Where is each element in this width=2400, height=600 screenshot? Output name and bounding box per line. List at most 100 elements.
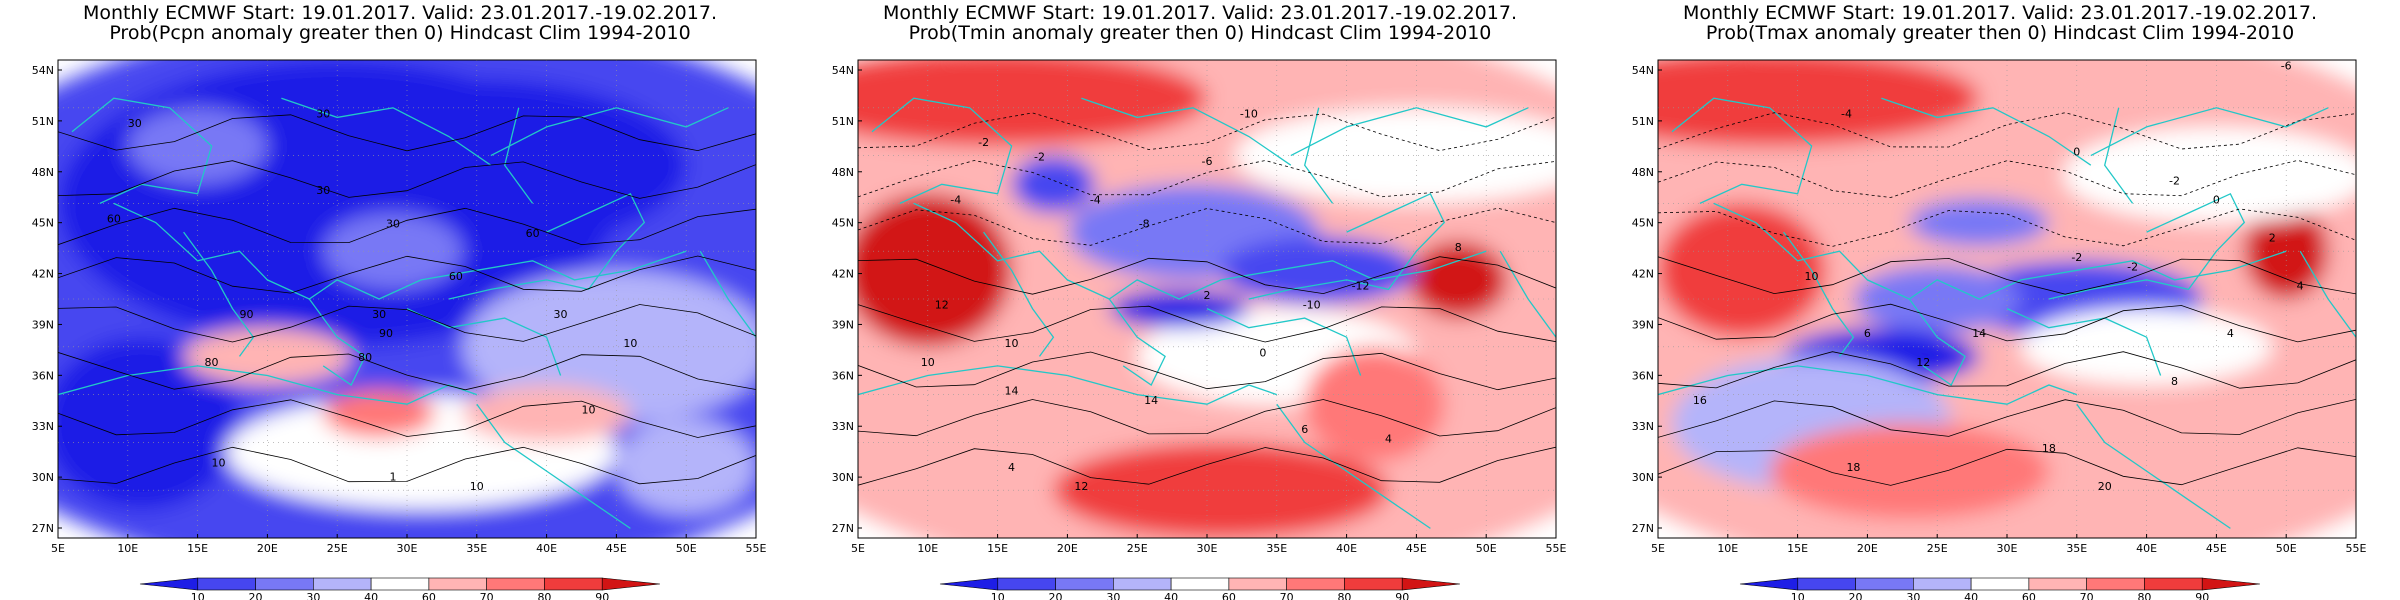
coastline xyxy=(1499,250,1556,338)
contour-label: 90 xyxy=(379,327,393,340)
colorbar-label: 20 xyxy=(1049,591,1063,600)
colorbar-label: 80 xyxy=(537,591,551,600)
anomaly-area xyxy=(1304,346,1445,462)
coastline xyxy=(699,250,756,338)
anomaly-area xyxy=(1769,423,2049,519)
contour-label: -8 xyxy=(1139,217,1150,230)
anomaly-area xyxy=(1909,198,2049,247)
contour-label: -2 xyxy=(2071,251,2082,264)
contour-label: 60 xyxy=(526,227,540,240)
colorbar: 10 20 30 40 60 70 80 90 xyxy=(1739,577,2261,600)
map-plot-area: -2 -4 -6 -10 -8 -4 -2 2 0 12 10 14 14 6 4 -10 -12 8 4 12 10 xyxy=(858,60,1556,538)
colorbar-label: 40 xyxy=(364,591,378,600)
contour-line xyxy=(858,446,1556,486)
colorbar-segment xyxy=(428,577,487,591)
contour-line xyxy=(58,114,756,152)
panel-title-line2: Prob(Pcpn anomaly greater then 0) Hindca… xyxy=(109,22,691,44)
anomaly-area xyxy=(323,389,435,438)
contour-label: 10 xyxy=(581,404,595,417)
contour-label: 10 xyxy=(1805,270,1819,283)
contour-label: -4 xyxy=(950,193,961,206)
longitude-label: 20E xyxy=(1857,542,1878,555)
colorbar-segment xyxy=(544,577,603,591)
contour-line xyxy=(1658,447,2356,486)
contour-label: 16 xyxy=(1693,394,1707,407)
anomaly-area xyxy=(1011,155,1096,213)
colorbar-segment xyxy=(2201,577,2261,591)
coastline xyxy=(58,365,478,405)
anomaly-shading xyxy=(1658,60,2356,538)
longitude-label: 25E xyxy=(1127,542,1148,555)
coastline xyxy=(281,97,492,166)
contour-label: 90 xyxy=(239,308,253,321)
latitude-label: 27N xyxy=(32,522,54,535)
colorbar-segment xyxy=(486,577,545,591)
colorbar-segment xyxy=(2028,577,2087,591)
contour-label: 14 xyxy=(1972,327,1986,340)
latitude-label: 39N xyxy=(832,318,854,331)
colorbar-segment xyxy=(2086,577,2145,591)
longitude-label: 35E xyxy=(1266,542,1287,555)
coastline xyxy=(983,231,1055,357)
contour-label: 30 xyxy=(386,217,400,230)
precipitation-probability-map: 30 30 30 30 60 60 60 30 30 90 80 80 90 10 10 10 10 1 54N 51… xyxy=(32,59,767,600)
coastline xyxy=(1881,97,2092,166)
coastline xyxy=(1248,192,1446,300)
coastline xyxy=(1658,365,2078,405)
coastline xyxy=(1671,97,1813,204)
longitude-label: 40E xyxy=(2136,542,2157,555)
latitude-label: 54N xyxy=(1632,64,1654,77)
tmin-probability-map: -2-4-6-10-8-4-2201210141464-10-128412105… xyxy=(832,59,1567,600)
contour-label: 8 xyxy=(2171,375,2178,388)
contour-label: 14 xyxy=(1005,385,1019,398)
anomaly-area xyxy=(183,327,352,386)
latitude-label: 30N xyxy=(832,471,854,484)
colorbar-label: 10 xyxy=(991,591,1005,600)
colorbar-label: 10 xyxy=(191,591,205,600)
coastline xyxy=(476,403,631,529)
contour-label: -6 xyxy=(2281,60,2292,73)
colorbar-segment xyxy=(313,577,372,591)
contour-label: 12 xyxy=(935,299,949,312)
coastline xyxy=(448,192,646,300)
colorbar-segment xyxy=(139,577,199,591)
contour-line xyxy=(58,255,756,294)
longitude-label: 15E xyxy=(1787,542,1808,555)
panel-tmax: Monthly ECMWF Start: 19.01.2017. Valid: … xyxy=(1600,0,2400,600)
contour-line xyxy=(858,399,1556,437)
colorbar-label: 30 xyxy=(1106,591,1120,600)
latitude-label: 42N xyxy=(832,268,854,281)
colorbar-segment xyxy=(1228,577,1287,591)
coastline xyxy=(913,202,1487,300)
longitude-label: 30E xyxy=(397,542,418,555)
latitude-label: 45N xyxy=(832,217,854,230)
coastline xyxy=(308,298,366,386)
longitude-label: 50E xyxy=(2276,542,2297,555)
latitude-label: 30N xyxy=(32,471,54,484)
contour-line xyxy=(858,351,1556,391)
colorbar-label: 20 xyxy=(249,591,263,600)
coastline xyxy=(2076,403,2231,529)
coastline xyxy=(71,97,213,204)
contour-label: 10 xyxy=(470,480,484,493)
latitude-label: 36N xyxy=(1632,369,1654,382)
colorbar-segment xyxy=(1855,577,1914,591)
anomaly-area xyxy=(1053,442,1389,538)
latitude-label: 51N xyxy=(832,115,854,128)
panel-title-line1: Monthly ECMWF Start: 19.01.2017. Valid: … xyxy=(1683,2,2317,24)
contour-label: -2 xyxy=(1034,150,1045,163)
latitude-label: 27N xyxy=(832,522,854,535)
colorbar-segment xyxy=(1797,577,1856,591)
anomaly-area xyxy=(127,107,268,185)
coastline xyxy=(1108,298,1166,386)
panel-title-line1: Monthly ECMWF Start: 19.01.2017. Valid: … xyxy=(883,2,1517,24)
latitude-label: 39N xyxy=(32,318,54,331)
anomaly-area xyxy=(2062,126,2356,223)
anomaly-area xyxy=(58,337,240,510)
contour-label: 30 xyxy=(316,107,330,120)
longitude-label: 35E xyxy=(2066,542,2087,555)
anomaly-area xyxy=(2244,203,2329,299)
colorbar-label: 60 xyxy=(1222,591,1236,600)
coastline xyxy=(1081,97,1292,166)
contour-label: 60 xyxy=(107,213,121,226)
